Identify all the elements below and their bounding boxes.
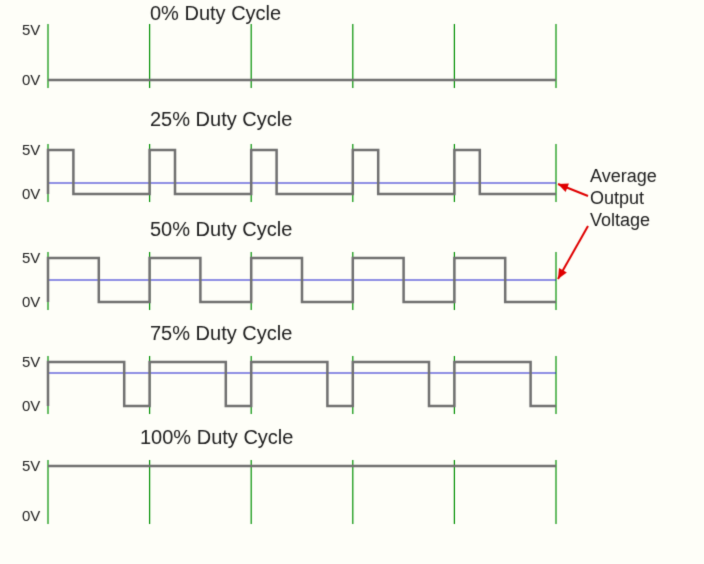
pwm-duty-cycle-diagram <box>0 0 704 564</box>
